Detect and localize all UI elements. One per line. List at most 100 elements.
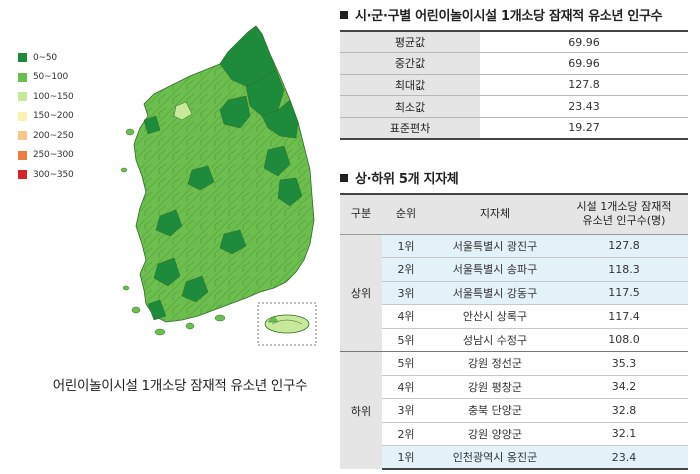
value-cell: 35.3 [560, 351, 688, 375]
header-group: 구분 [340, 193, 382, 235]
legend-swatch [18, 150, 27, 160]
rank-table: 구분 순위 지자체 시설 1개소당 잠재적 유소년 인구수(명) 상위 1위 서울… [340, 193, 688, 470]
name-cell: 인천광역시 옹진군 [430, 445, 560, 470]
stats-value: 69.96 [480, 30, 688, 53]
table-row: 상위 1위 서울특별시 광진구 127.8 [340, 233, 688, 352]
table-row: 표준편차 19.27 [340, 116, 688, 140]
legend-item: 150~200 [18, 107, 74, 127]
name-cell: 서울특별시 강동구 [430, 280, 560, 305]
rank-cell: 2위 [382, 257, 430, 281]
legend-item: 200~250 [18, 126, 74, 146]
legend-label: 150~200 [33, 111, 74, 122]
legend-item: 250~300 [18, 146, 74, 166]
seoul-area-region [173, 101, 193, 121]
table-row: 4위 강원 평창군 34.2 [340, 374, 688, 399]
header-value-line2: 유소년 인구수(명) [582, 214, 666, 228]
legend-label: 250~300 [33, 150, 74, 161]
header-rank: 순위 [382, 193, 430, 235]
value-cell: 117.5 [560, 280, 688, 305]
value-cell: 108.0 [560, 327, 688, 352]
table-row: 1위 인천광역시 옹진군 23.4 [340, 445, 688, 470]
table-row: 3위 충북 단양군 32.8 [340, 398, 688, 422]
stats-label: 최소값 [340, 95, 480, 118]
name-cell: 서울특별시 송파구 [430, 257, 560, 281]
map-svg [120, 25, 317, 346]
name-cell: 강원 양양군 [430, 421, 560, 446]
table-row: 5위 성남시 수정구 108.0 [340, 327, 688, 352]
jeju-inset-frame [257, 302, 317, 346]
name-cell: 성남시 수정구 [430, 327, 560, 352]
square-bullet-icon [340, 10, 348, 19]
value-cell: 117.4 [560, 304, 688, 328]
table-row: 3위 서울특별시 강동구 117.5 [340, 280, 688, 305]
rank-cell: 5위 [382, 327, 430, 352]
legend-label: 300~350 [33, 169, 74, 180]
stats-title-text: 시·군·구별 어린이놀이시설 1개소당 잠재적 유소년 인구수 [355, 9, 663, 24]
table-row: 평균값 69.96 [340, 30, 688, 53]
name-cell: 충북 단양군 [430, 398, 560, 422]
legend-label: 50~100 [33, 72, 68, 83]
legend-label: 200~250 [33, 130, 74, 141]
table-row: 중간값 69.96 [340, 52, 688, 75]
stats-value: 23.43 [480, 95, 688, 118]
legend-swatch [18, 111, 27, 121]
map-caption: 어린이놀이시설 1개소당 잠재적 유소년 인구수 [52, 378, 308, 394]
stats-label: 최대값 [340, 73, 480, 96]
legend-item: 300~350 [18, 165, 74, 185]
name-cell: 강원 평창군 [430, 374, 560, 399]
value-cell: 118.3 [560, 257, 688, 281]
table-row: 2위 서울특별시 송파구 118.3 [340, 257, 688, 281]
stats-value: 127.8 [480, 73, 688, 96]
name-cell: 강원 정선군 [430, 351, 560, 375]
stats-value: 69.96 [480, 52, 688, 75]
rank-section-title: 상·하위 5개 지자체 [340, 168, 459, 187]
table-row: 4위 안산시 상록구 117.4 [340, 304, 688, 328]
value-cell: 32.8 [560, 398, 688, 422]
stats-label: 중간값 [340, 52, 480, 75]
jeju-island [264, 314, 310, 334]
islands [120, 128, 226, 336]
legend-swatch [18, 170, 27, 180]
table-row: 최대값 127.8 [340, 73, 688, 96]
table-row: 하위 5위 강원 정선군 35.3 [340, 351, 688, 469]
legend-item: 50~100 [18, 68, 74, 88]
stats-table: 평균값 69.96 중간값 69.96 최대값 127.8 최소값 23.43 표준편차… [340, 30, 688, 140]
legend-item: 100~150 [18, 87, 74, 107]
stats-label: 평균값 [340, 30, 480, 53]
stats-section-title: 시·군·구별 어린이놀이시설 1개소당 잠재적 유소년 인구수 [340, 5, 663, 24]
header-value: 시설 1개소당 잠재적 유소년 인구수(명) [560, 193, 688, 235]
stats-label: 표준편차 [340, 116, 480, 140]
rank-cell: 1위 [382, 445, 430, 470]
name-cell: 안산시 상록구 [430, 304, 560, 328]
value-cell: 32.1 [560, 421, 688, 446]
legend-label: 100~150 [33, 91, 74, 102]
rank-cell: 2위 [382, 421, 430, 446]
rank-cell: 3위 [382, 280, 430, 305]
rank-cell: 3위 [382, 398, 430, 422]
rank-title-text: 상·하위 5개 지자체 [355, 172, 459, 187]
table-row: 최소값 23.43 [340, 95, 688, 118]
low-value-regions [143, 25, 303, 321]
header-value-line1: 시설 1개소당 잠재적 [576, 199, 672, 213]
group-label-bottom: 하위 [340, 351, 382, 469]
legend-swatch [18, 53, 27, 63]
legend-swatch [18, 131, 27, 141]
stats-value: 19.27 [480, 116, 688, 140]
legend-swatch [18, 92, 27, 102]
value-cell: 127.8 [560, 233, 688, 258]
group-label-top: 상위 [340, 233, 382, 352]
rank-header-row: 구분 순위 지자체 시설 1개소당 잠재적 유소년 인구수(명) [340, 193, 688, 235]
rank-cell: 4위 [382, 304, 430, 328]
value-cell: 23.4 [560, 445, 688, 470]
legend-item: 0~50 [18, 48, 74, 68]
map-legend: 0~50 50~100 100~150 150~200 200~250 250~… [18, 48, 74, 185]
name-cell: 서울특별시 광진구 [430, 233, 560, 258]
square-bullet-icon [340, 173, 348, 182]
rank-cell: 4위 [382, 374, 430, 399]
rank-cell: 5위 [382, 351, 430, 375]
legend-swatch [18, 72, 27, 82]
legend-label: 0~50 [33, 52, 57, 63]
rank-cell: 1위 [382, 233, 430, 258]
korea-choropleth-map [100, 20, 330, 355]
table-row: 2위 강원 양양군 32.1 [340, 421, 688, 446]
